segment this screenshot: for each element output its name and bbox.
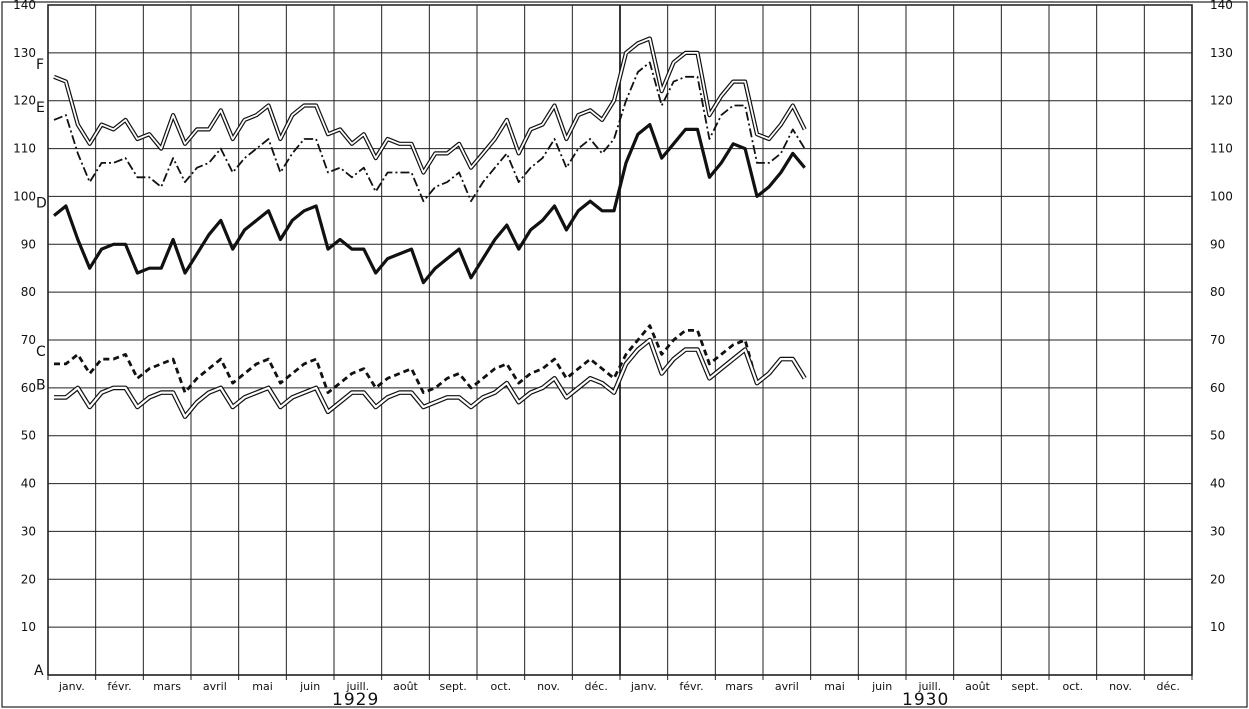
x-tick-label-month: janv.: [58, 680, 85, 693]
y-tick-label-right: 40: [1210, 477, 1225, 491]
x-tick-label-month: août: [965, 680, 990, 693]
series-b-line: [54, 337, 807, 419]
series-lines: [52, 36, 807, 419]
x-tick-label-month: avril: [203, 680, 227, 693]
y-tick-label-left: 100: [13, 189, 36, 203]
y-axis-ticks: 10 10 20 20 30 30 40 40 50 50 60 60 70 70 80 80 90 90 100 1…: [13, 0, 1233, 634]
y-tick-label-left: 10: [21, 620, 36, 634]
y-tick-label-left: 40: [21, 477, 36, 491]
x-tick-label-month: janv.: [630, 680, 657, 693]
series-label-d: D: [36, 196, 47, 212]
x-tick-label-month: mars: [725, 680, 753, 693]
y-tick-label-left: 130: [13, 46, 36, 60]
x-tick-label-month: mai: [252, 680, 273, 693]
x-tick-label-month: juin: [871, 680, 892, 693]
y-tick-label-right: 110: [1210, 142, 1233, 156]
year-label-1929: 1929: [332, 690, 379, 709]
y-tick-label-left: 60: [21, 381, 36, 395]
y-tick-label-right: 60: [1210, 381, 1225, 395]
y-tick-label-right: 90: [1210, 237, 1225, 251]
y-tick-label-left: 50: [21, 429, 36, 443]
series-label-b: B: [36, 377, 46, 393]
series-label-c: C: [36, 344, 46, 360]
x-tick-label-month: mai: [824, 680, 845, 693]
series-line-inner: [54, 338, 806, 418]
y-tick-label-left: 70: [21, 333, 36, 347]
y-tick-label-right: 20: [1210, 572, 1225, 586]
y-tick-label-right: 100: [1210, 189, 1233, 203]
origin-label: A: [34, 663, 44, 679]
series-line: [54, 324, 806, 395]
x-tick-label-month: déc.: [585, 680, 608, 693]
y-tick-label-left: 20: [21, 572, 36, 586]
y-tick-label-right: 80: [1210, 285, 1225, 299]
y-tick-label-left: 110: [13, 142, 36, 156]
x-tick-label-month: sept.: [440, 680, 467, 693]
series-label-f: F: [36, 57, 44, 73]
series-c-line: [54, 324, 806, 395]
x-tick-label-month: oct.: [1063, 680, 1084, 693]
x-tick-label-month: juill.: [917, 680, 941, 693]
y-tick-label-right: 50: [1210, 429, 1225, 443]
y-tick-label-right: 10: [1210, 620, 1225, 634]
x-tick-label-month: oct.: [491, 680, 512, 693]
series-labels: F E D C B: [36, 57, 47, 394]
y-tick-label-right: 120: [1210, 94, 1233, 108]
x-axis-month-labels: janv. févr. mars avril mai juin juill. août sept…: [58, 680, 1180, 693]
series-line: [52, 122, 806, 285]
year-label-1930: 1930: [902, 690, 949, 709]
x-tick-label-month: août: [393, 680, 418, 693]
series-e-line: [53, 61, 806, 203]
x-tick-label-month: nov.: [537, 680, 560, 693]
series-f-line: [53, 36, 807, 175]
x-tick-label-month: févr.: [107, 680, 131, 693]
y-tick-label-right: 140: [1210, 0, 1233, 12]
x-tick-label-month: nov.: [1109, 680, 1132, 693]
series-line: [53, 61, 806, 203]
y-tick-label-left: 80: [21, 285, 36, 299]
x-tick-label-month: sept.: [1012, 680, 1039, 693]
y-tick-label-right: 30: [1210, 524, 1225, 538]
series-d-line: [52, 122, 806, 285]
y-tick-label-left: 30: [21, 524, 36, 538]
y-tick-label-left: 140: [13, 0, 36, 12]
x-tick-label-month: avril: [775, 680, 799, 693]
x-tick-label-month: juin: [299, 680, 320, 693]
y-tick-label-right: 130: [1210, 46, 1233, 60]
x-tick-label-month: févr.: [679, 680, 703, 693]
y-tick-label-right: 70: [1210, 333, 1225, 347]
y-tick-label-left: 120: [13, 94, 36, 108]
x-tick-label-month: mars: [153, 680, 181, 693]
series-label-e: E: [36, 100, 45, 116]
x-tick-label-month: juill.: [345, 680, 369, 693]
y-tick-label-left: 90: [21, 237, 36, 251]
x-tick-label-month: déc.: [1157, 680, 1180, 693]
series-line-inner: [53, 37, 806, 174]
